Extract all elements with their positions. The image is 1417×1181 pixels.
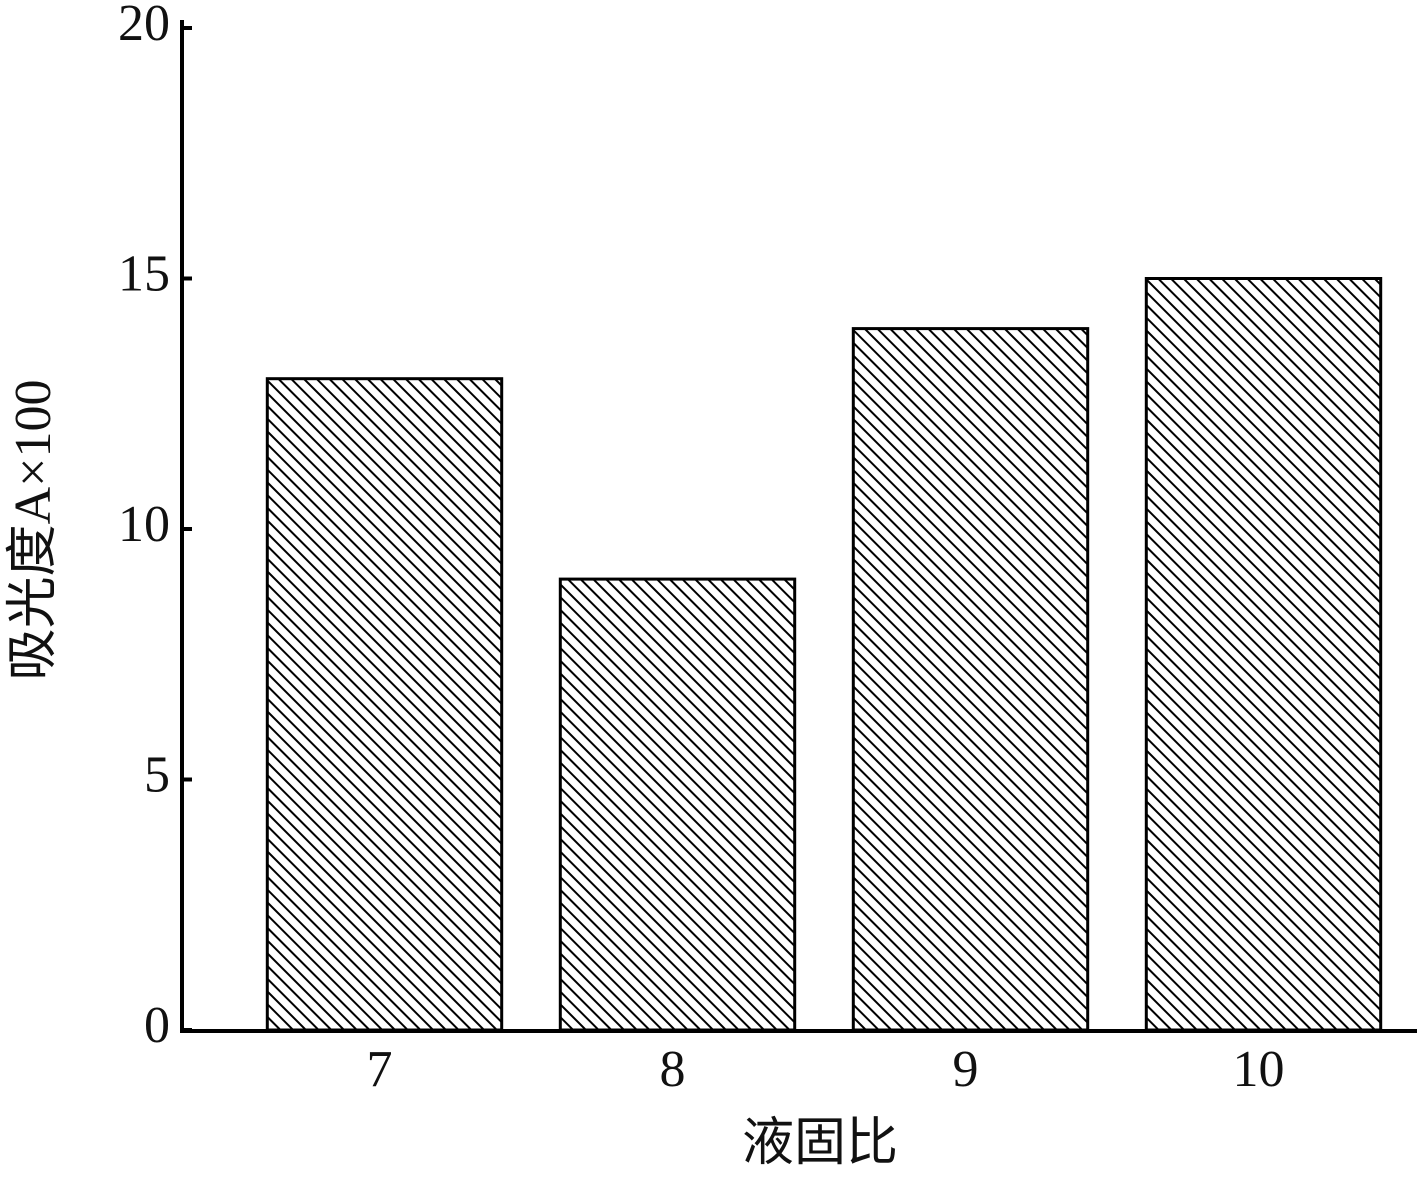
y-tick-label: 5: [144, 746, 170, 803]
y-tick-label: 0: [144, 997, 170, 1054]
bar: [851, 327, 1090, 1032]
y-axis-label: 吸光度A×100: [5, 380, 62, 681]
y-tick-label: 10: [118, 496, 170, 553]
y-tick-label: 20: [118, 0, 170, 52]
x-tick-label: 8: [660, 1041, 686, 1098]
x-tick-label: 10: [1233, 1041, 1285, 1098]
bar: [1144, 277, 1383, 1032]
bar: [558, 577, 797, 1032]
x-tick-label: 7: [367, 1041, 393, 1098]
x-tick-label: 9: [953, 1041, 979, 1098]
x-axis-label: 液固比: [742, 1115, 898, 1172]
y-tick-label: 15: [118, 245, 170, 302]
bar: [265, 377, 504, 1032]
